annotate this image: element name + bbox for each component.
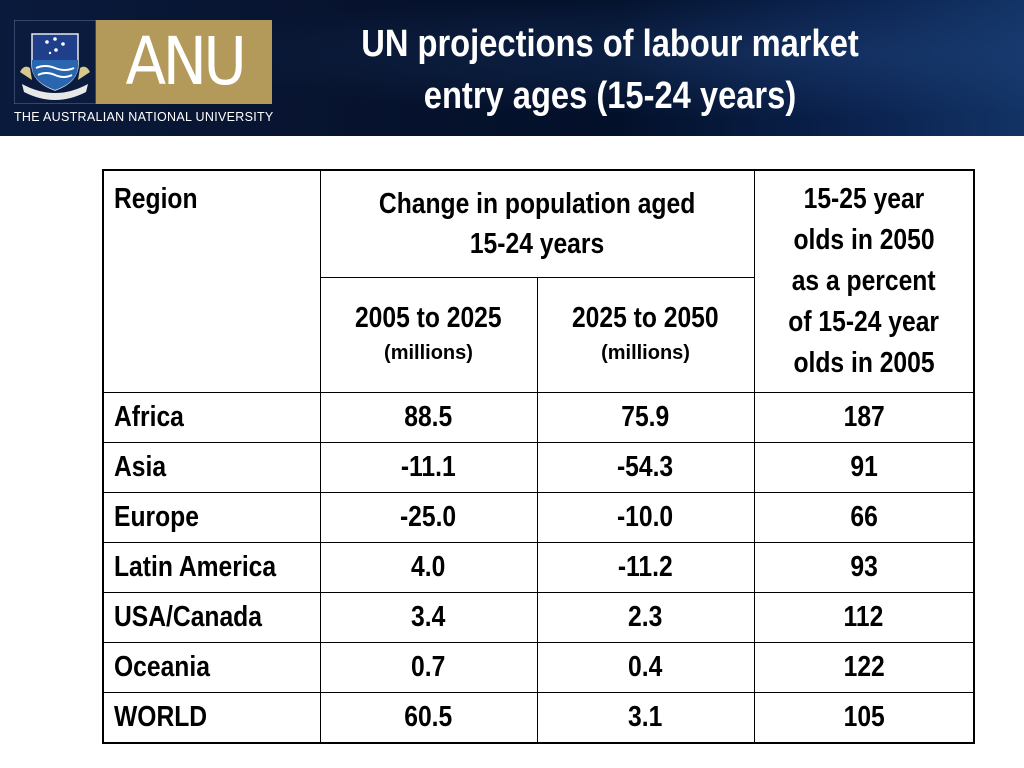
table-row: Africa 88.5 75.9 187 xyxy=(102,392,975,443)
change-2005-2025-cell: 88.5 xyxy=(319,392,538,443)
change-2025-2050-cell: -11.2 xyxy=(536,542,755,593)
change-2025-2050-cell: 0.4 xyxy=(536,642,755,693)
region-cell: Africa xyxy=(102,392,321,443)
column-header-percent-line-2: olds in 2050 xyxy=(793,224,935,256)
column-header-percent-line-1: 15-25 year xyxy=(803,183,925,215)
table-row: Latin America 4.0 -11.2 93 xyxy=(102,542,975,593)
percent-cell: 93 xyxy=(753,542,975,593)
column-header-2025-2050: 2025 to 2050 (millions) xyxy=(536,277,755,393)
table-row: USA/Canada 3.4 2.3 112 xyxy=(102,592,975,643)
units-label: (millions) xyxy=(601,342,690,364)
percent-cell: 122 xyxy=(753,642,975,693)
change-2005-2025-cell: 0.7 xyxy=(319,642,538,693)
anu-crest-icon xyxy=(14,20,96,104)
table-header-row: Region Change in population aged 15-24 y… xyxy=(102,169,975,393)
column-header-change-line-2: 15-24 years xyxy=(469,228,605,260)
region-cell: WORLD xyxy=(102,692,321,744)
column-header-percent-line-5: olds in 2005 xyxy=(793,347,935,379)
change-2025-2050-cell: 2.3 xyxy=(536,592,755,643)
column-header-2005-2025: 2005 to 2025 (millions) xyxy=(319,277,538,393)
anu-wordmark-box: ANU xyxy=(96,20,272,104)
change-2005-2025-cell: -11.1 xyxy=(319,442,538,493)
table-row: WORLD 60.5 3.1 105 xyxy=(102,692,975,744)
column-header-percent-line-4: of 15-24 year xyxy=(788,306,940,338)
change-2005-2025-cell: 60.5 xyxy=(319,692,538,744)
column-header-percent-line-3: as a percent xyxy=(791,265,936,297)
header-banner: ANU THE AUSTRALIAN NATIONAL UNIVERSITY U… xyxy=(0,0,1024,136)
slide-title: UN projections of labour market entry ag… xyxy=(335,18,885,122)
anu-logo: ANU THE AUSTRALIAN NATIONAL UNIVERSITY xyxy=(14,20,273,132)
region-cell: Europe xyxy=(102,492,321,543)
change-2005-2025-cell: 3.4 xyxy=(319,592,538,643)
region-cell: Asia xyxy=(102,442,321,493)
region-cell: USA/Canada xyxy=(102,592,321,643)
anu-wordmark: ANU xyxy=(125,23,246,100)
percent-cell: 91 xyxy=(753,442,975,493)
change-2025-2050-cell: -54.3 xyxy=(536,442,755,493)
table-row: Europe -25.0 -10.0 66 xyxy=(102,492,975,543)
percent-cell: 112 xyxy=(753,592,975,643)
table-row: Asia -11.1 -54.3 91 xyxy=(102,442,975,493)
column-header-percent: 15-25 year olds in 2050 as a percent of … xyxy=(753,169,975,393)
column-header-change-line-1: Change in population aged xyxy=(378,188,696,220)
percent-cell: 105 xyxy=(753,692,975,744)
change-2025-2050-cell: 75.9 xyxy=(536,392,755,443)
university-name: THE AUSTRALIAN NATIONAL UNIVERSITY xyxy=(14,110,274,124)
units-label: (millions) xyxy=(384,342,473,364)
change-2005-2025-cell: 4.0 xyxy=(319,542,538,593)
percent-cell: 187 xyxy=(753,392,975,443)
table-row: Oceania 0.7 0.4 122 xyxy=(102,642,975,693)
percent-cell: 66 xyxy=(753,492,975,543)
table-subheader-row: 2005 to 2025 (millions) 2025 to 2050 (mi… xyxy=(103,277,974,393)
slide-title-line-1: UN projections of labour market xyxy=(361,23,859,65)
population-table: Region Change in population aged 15-24 y… xyxy=(102,169,976,744)
region-cell: Latin America xyxy=(102,542,321,593)
change-2005-2025-cell: -25.0 xyxy=(319,492,538,543)
column-header-change: Change in population aged 15-24 years xyxy=(319,169,755,278)
change-2025-2050-cell: -10.0 xyxy=(536,492,755,543)
slide-title-line-2: entry ages (15-24 years) xyxy=(423,75,797,117)
change-2025-2050-cell: 3.1 xyxy=(536,692,755,744)
column-header-region: Region xyxy=(102,169,321,393)
region-cell: Oceania xyxy=(102,642,321,693)
